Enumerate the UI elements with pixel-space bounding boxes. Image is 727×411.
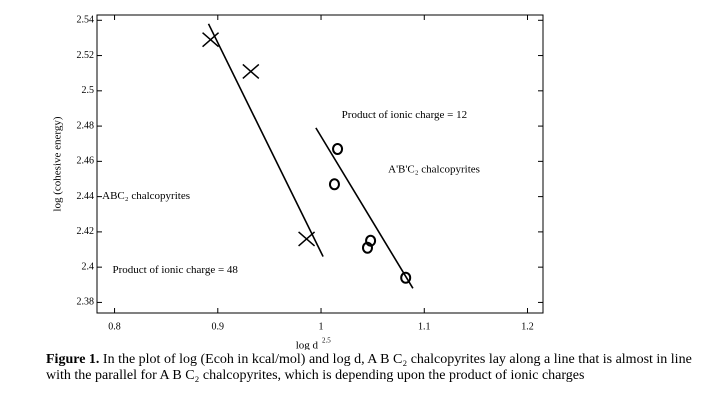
annotation: A'B'C₂ chalcopyrites xyxy=(388,164,480,176)
o-marker xyxy=(328,178,340,191)
y-tick-label: 2.52 xyxy=(77,50,95,61)
x-tick-label: 0.8 xyxy=(108,321,121,332)
y-tick-label: 2.44 xyxy=(77,191,95,202)
annotation: Product of ionic charge = 12 xyxy=(342,109,467,121)
o-marker xyxy=(361,241,373,254)
plot-frame xyxy=(96,14,544,314)
fit-line xyxy=(207,23,324,257)
caption-text: In the plot of log (Ecoh in kcal/mol) an… xyxy=(46,352,692,383)
x-marker xyxy=(202,32,220,48)
o-marker xyxy=(365,234,377,247)
x-marker xyxy=(242,63,260,79)
x-tick-label: 1.2 xyxy=(521,321,534,332)
y-tick-label: 2.48 xyxy=(77,120,95,131)
y-axis-label: log (cohesive energy) xyxy=(52,116,64,211)
o-marker xyxy=(332,143,344,156)
x-axis-label-sup: 2.5 xyxy=(322,337,331,345)
caption-label: Figure 1. xyxy=(46,352,100,367)
x-axis-label: log d xyxy=(296,340,319,350)
x-tick-label: 0.9 xyxy=(212,321,225,332)
chart: log (cohesive energy) log d 2.5 2.382.42… xyxy=(52,14,544,352)
y-tick-label: 2.5 xyxy=(82,85,95,96)
fit-line xyxy=(315,127,414,289)
annotation: Product of ionic charge = 48 xyxy=(112,264,238,276)
o-marker xyxy=(400,271,412,284)
annotation: ABC₂ chalcopyrites xyxy=(102,190,190,202)
caption: Figure 1. In the plot of log (Ecoh in kc… xyxy=(46,352,706,384)
y-tick-label: 2.46 xyxy=(77,156,95,167)
y-tick-label: 2.4 xyxy=(82,261,95,272)
x-tick-label: 1.1 xyxy=(418,321,431,332)
y-tick-label: 2.54 xyxy=(77,15,95,26)
y-tick-label: 2.42 xyxy=(77,226,95,237)
x-tick-label: 1 xyxy=(319,321,324,332)
x-marker xyxy=(298,231,316,247)
y-tick-label: 2.38 xyxy=(77,297,95,308)
